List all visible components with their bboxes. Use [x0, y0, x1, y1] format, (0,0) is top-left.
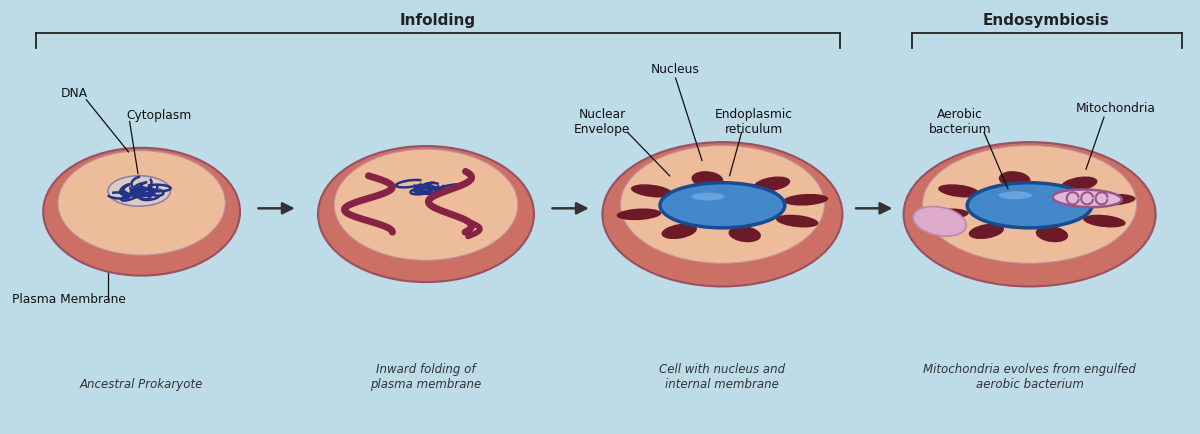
Ellipse shape — [913, 207, 966, 236]
Ellipse shape — [661, 224, 697, 239]
Text: Nuclear
Envelope: Nuclear Envelope — [575, 108, 630, 135]
Ellipse shape — [58, 151, 226, 255]
Ellipse shape — [754, 177, 791, 191]
Text: Mitochondria: Mitochondria — [1076, 102, 1156, 115]
Ellipse shape — [691, 171, 724, 187]
Ellipse shape — [108, 176, 170, 206]
Ellipse shape — [924, 208, 968, 220]
Ellipse shape — [776, 215, 818, 227]
Ellipse shape — [1091, 194, 1135, 206]
Ellipse shape — [334, 149, 518, 260]
Ellipse shape — [43, 148, 240, 276]
Text: DNA: DNA — [61, 87, 88, 100]
Ellipse shape — [938, 184, 979, 197]
Ellipse shape — [728, 226, 761, 242]
Ellipse shape — [923, 145, 1136, 263]
Ellipse shape — [784, 194, 828, 206]
Ellipse shape — [968, 224, 1004, 239]
Text: Cytoplasm: Cytoplasm — [126, 108, 191, 122]
Ellipse shape — [904, 142, 1156, 286]
Ellipse shape — [998, 171, 1031, 187]
Text: Endoplasmic
reticulum: Endoplasmic reticulum — [715, 108, 793, 135]
Ellipse shape — [631, 184, 672, 197]
Text: Endosymbiosis: Endosymbiosis — [983, 13, 1110, 28]
Ellipse shape — [318, 146, 534, 282]
Ellipse shape — [620, 145, 824, 263]
Text: Aerobic
bacterium: Aerobic bacterium — [929, 108, 991, 135]
Ellipse shape — [1084, 215, 1126, 227]
Text: Plasma Membrane: Plasma Membrane — [12, 293, 126, 306]
Ellipse shape — [1061, 177, 1098, 191]
Text: Inward folding of
plasma membrane: Inward folding of plasma membrane — [371, 362, 481, 391]
Ellipse shape — [602, 142, 842, 286]
Circle shape — [660, 183, 785, 228]
Text: Infolding: Infolding — [400, 13, 476, 28]
Ellipse shape — [617, 208, 661, 220]
Text: Mitochondria evolves from engulfed
aerobic bacterium: Mitochondria evolves from engulfed aerob… — [923, 362, 1136, 391]
Ellipse shape — [1036, 226, 1068, 242]
Text: Cell with nucleus and
internal membrane: Cell with nucleus and internal membrane — [659, 362, 786, 391]
Text: Ancestral Prokaryote: Ancestral Prokaryote — [80, 378, 203, 391]
Ellipse shape — [691, 193, 725, 201]
Circle shape — [967, 183, 1092, 228]
Ellipse shape — [998, 191, 1032, 199]
Text: Nucleus: Nucleus — [652, 63, 700, 76]
Ellipse shape — [1052, 190, 1122, 207]
